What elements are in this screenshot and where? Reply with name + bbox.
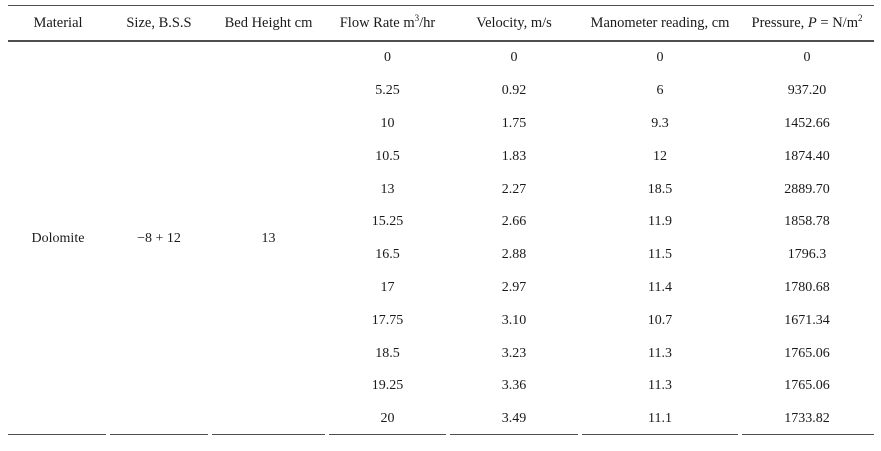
- header-pressure: Pressure, P = N/m2: [740, 6, 874, 42]
- header-flow-rate-text: Flow Rate m: [339, 14, 415, 31]
- table-cell: 11.1: [648, 411, 672, 427]
- table-cell: 16.5: [375, 247, 400, 263]
- size-cell: −8 + 12: [137, 230, 181, 246]
- table-cell: 1765.06: [784, 345, 830, 361]
- table-cell: 0: [656, 50, 664, 66]
- table-cell: 11.3: [648, 345, 672, 361]
- header-pressure-superscript: 2: [857, 12, 863, 23]
- table-row: 17.75 3.10 10.7 1671.34: [8, 304, 874, 337]
- header-velocity: Velocity, m/s: [476, 14, 552, 31]
- table-cell: 3.49: [501, 411, 527, 427]
- table-cell: 937.20: [787, 83, 827, 99]
- header-material: Material: [33, 14, 83, 31]
- table-cell: 3.23: [501, 345, 527, 361]
- material-cell: Dolomite: [31, 230, 85, 246]
- header-flow-rate-unit: /hr: [419, 14, 436, 31]
- table-cell: 0: [510, 50, 518, 66]
- table-cell: 10: [380, 115, 395, 131]
- table-cell: 10.5: [375, 148, 400, 164]
- header-pressure-unit: = N/m: [816, 14, 858, 31]
- bottom-rule-segment-size: [110, 434, 208, 436]
- table-cell: 12: [653, 148, 667, 164]
- table-cell: 0: [803, 50, 811, 66]
- table-row: Dolomite −8 + 12 13 0 0 0 0: [8, 41, 874, 245]
- bottom-rule-segment-bed-height: [212, 434, 325, 436]
- table-row: 10 1.75 9.3 1452.66: [8, 108, 874, 141]
- table-cell: 1780.68: [784, 279, 830, 295]
- table-cell: 1671.34: [784, 312, 830, 328]
- table-cell: 2889.70: [784, 181, 830, 197]
- table-cell: 1765.06: [784, 378, 830, 394]
- table-row: 5.25 0.92 6 937.20: [8, 75, 874, 108]
- bottom-rule-segment-flow-rate: [329, 434, 446, 436]
- table-cell: 11.9: [648, 214, 672, 230]
- table-cell: 2.27: [501, 181, 527, 197]
- table-row: 20 3.49 11.1 1733.82: [8, 403, 874, 436]
- table-cell: 6: [656, 83, 664, 99]
- table-cell: 19.25: [371, 378, 404, 394]
- header-row: Material Size, B.S.S Bed Height cm Flow …: [8, 6, 874, 42]
- header-flow-rate: Flow Rate m3/hr: [327, 6, 448, 42]
- table-header: Material Size, B.S.S Bed Height cm Flow …: [8, 6, 874, 42]
- table-row: 10.5 1.83 12 1874.40: [8, 140, 874, 173]
- header-size-bss: Size, B.S.S: [126, 14, 192, 31]
- table-cell: 1733.82: [784, 411, 830, 427]
- table-cell: 0.92: [501, 83, 527, 99]
- header-bed-height: Bed Height cm: [224, 14, 313, 31]
- table-cell: 1796.3: [787, 247, 827, 263]
- table-body: Dolomite −8 + 12 13 0 0 0 0 5.25 0.92 6 937.20 10 1.…: [8, 41, 874, 436]
- bottom-rule-segment-pressure: [742, 434, 874, 436]
- table-cell: 1858.78: [784, 214, 830, 230]
- table-cell: 5.25: [375, 83, 400, 99]
- table-row: 15.25 2.66 11.9 1858.78: [8, 206, 874, 239]
- table-cell: 17: [380, 279, 395, 295]
- table-row: 16.5 2.88 11.5 1796.3: [8, 239, 874, 272]
- header-pressure-text: Pressure,: [751, 14, 808, 31]
- table-cell: 18.5: [647, 181, 673, 197]
- header-manometer: Manometer reading, cm: [590, 14, 730, 31]
- table-cell: 1.75: [501, 115, 527, 131]
- table-cell: 11.4: [648, 279, 672, 295]
- bed-height-cell: 13: [261, 230, 276, 246]
- bottom-rule-segment-velocity: [450, 434, 578, 436]
- table-cell: 20: [380, 411, 395, 427]
- table-cell: 3.36: [501, 378, 527, 394]
- table-cell: 15.25: [371, 214, 404, 230]
- table-cell: 1.83: [501, 148, 527, 164]
- table-row: 17 2.97 11.4 1780.68: [8, 272, 874, 305]
- data-table: Material Size, B.S.S Bed Height cm Flow …: [8, 5, 874, 436]
- bottom-rule-segment-material: [8, 434, 106, 436]
- table-row: 19.25 3.36 11.3 1765.06: [8, 370, 874, 403]
- bottom-rule-segment-manometer: [582, 434, 738, 436]
- table-row: 18.5 3.23 11.3 1765.06: [8, 337, 874, 370]
- table-cell: 18.5: [375, 345, 400, 361]
- table-cell: 13: [380, 181, 395, 197]
- table-cell: 11.5: [648, 247, 672, 263]
- table-cell: 17.75: [371, 312, 404, 328]
- table-row: 13 2.27 18.5 2889.70: [8, 173, 874, 206]
- table-cell: 9.3: [651, 115, 669, 131]
- header-flow-rate-superscript: 3: [414, 12, 420, 23]
- table-cell: 3.10: [501, 312, 527, 328]
- table-cell: 11.3: [648, 378, 672, 394]
- table-cell: 0: [384, 50, 391, 66]
- table-cell: 1874.40: [784, 148, 830, 164]
- table-cell: 10.7: [647, 312, 673, 328]
- table-cell: 2.88: [501, 247, 527, 263]
- table-cell: 2.97: [501, 279, 527, 295]
- table-cell: 2.66: [501, 214, 527, 230]
- header-pressure-symbol: P: [807, 14, 817, 31]
- table-cell: 1452.66: [784, 115, 830, 131]
